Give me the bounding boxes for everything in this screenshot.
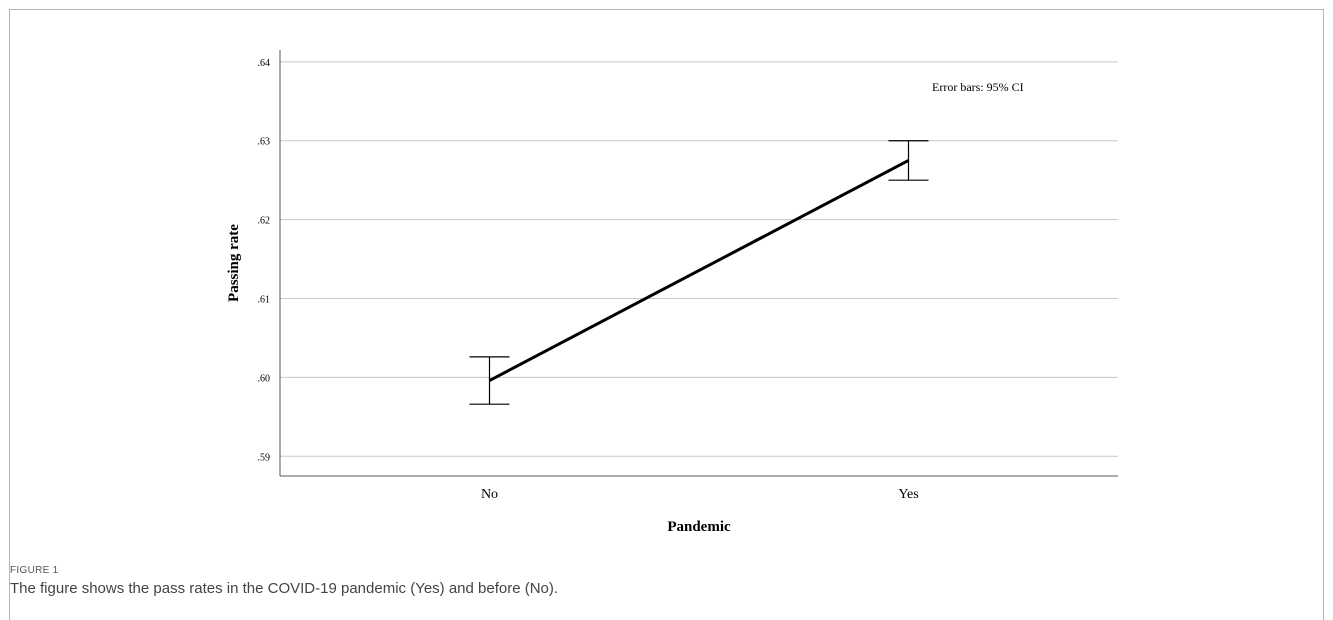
x-tick-label: Yes — [898, 487, 918, 502]
figure-frame — [9, 9, 1324, 620]
y-axis-label: Passing rate — [226, 224, 242, 302]
x-axis-label: Pandemic — [667, 519, 731, 535]
figure-caption: The figure shows the pass rates in the C… — [10, 580, 559, 597]
error-bars — [469, 140, 929, 405]
figure-label: FIGURE 1 — [10, 565, 59, 576]
line-chart: .59 .60 .61 .62 .63 .64 No Yes Passing rate Pa… — [226, 50, 1118, 535]
y-tick-label: .62 — [258, 216, 271, 227]
x-tick-label: No — [481, 487, 498, 502]
axes — [279, 50, 1118, 477]
y-tick-label: .63 — [258, 137, 271, 148]
error-bars-annotation: Error bars: 95% CI — [932, 80, 1024, 94]
series-line — [488, 159, 910, 382]
y-tick-labels: .59 .60 .61 .62 .63 .64 — [258, 58, 271, 463]
x-tick-labels: No Yes — [481, 487, 919, 502]
grid-lines — [280, 61, 1118, 457]
series — [488, 159, 910, 382]
y-tick-label: .60 — [258, 373, 271, 384]
y-tick-label: .59 — [258, 452, 271, 463]
y-tick-label: .61 — [258, 295, 271, 306]
y-tick-label: .64 — [258, 58, 271, 69]
